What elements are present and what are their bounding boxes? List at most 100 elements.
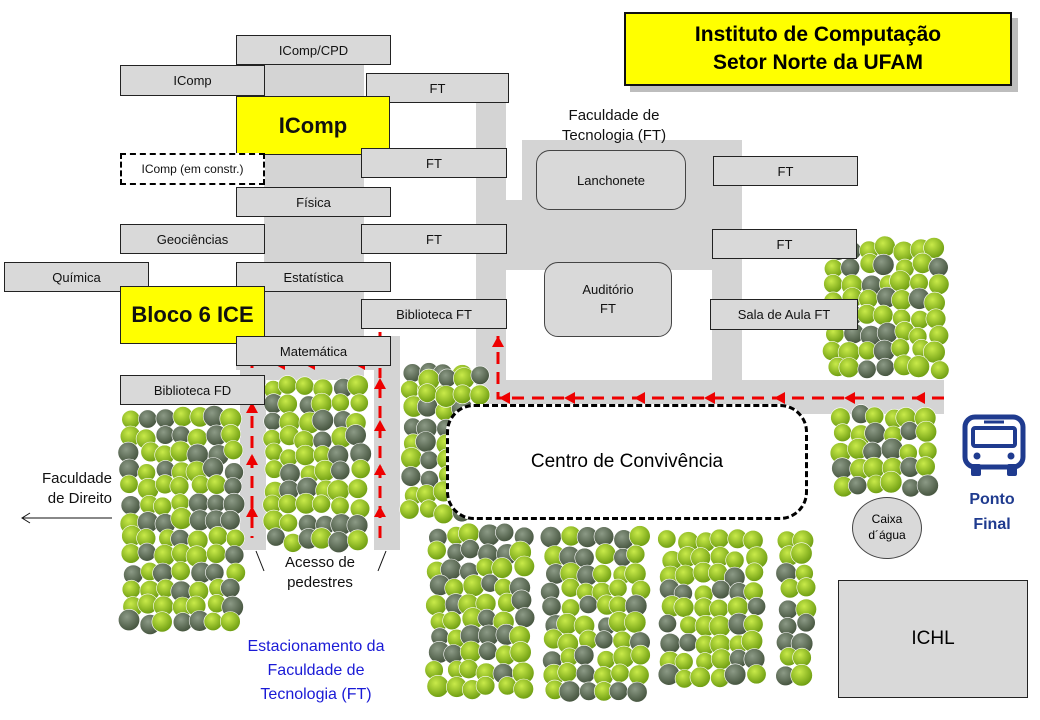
tree [592,564,612,584]
route-arrowhead [246,506,258,517]
building-biblioteca-fd[interactable]: Biblioteca FD [120,375,265,405]
tree [610,663,630,683]
tree [915,456,936,477]
tree [426,674,450,698]
tree [874,235,896,258]
tree [330,496,350,516]
tree [475,675,496,696]
tree [790,542,813,565]
route-arrowhead [246,454,258,465]
centro-de-convivencia[interactable]: Centro de Convivência [446,404,808,520]
building-sala-de-aula-ft[interactable]: Sala de Aula FT [710,299,858,330]
tree [295,376,315,396]
ponto-final-label: Ponto Final [952,488,1032,538]
building-ft-mid[interactable]: FT [361,148,507,178]
tree [208,526,229,547]
tree [578,595,598,614]
tree [497,676,517,696]
tree [848,475,868,495]
tree [630,644,651,666]
title-line-2: Setor Norte da UFAM [712,51,924,74]
tree [203,611,223,631]
caixa-dagua[interactable]: Caixa d´água [852,497,922,559]
tree [608,578,628,598]
tree [220,578,241,599]
building-estatistica[interactable]: Estatística [236,262,391,292]
tree [419,450,439,470]
route-arrowhead [914,392,925,404]
building-ichl[interactable]: ICHL [838,580,1028,698]
tree [510,589,532,611]
tree [399,499,420,520]
tree [558,680,581,703]
faculdade-tecnologia-label: Faculdade de Tecnologia (FT) [540,106,688,145]
tree [347,478,368,499]
tree [266,527,286,547]
tree [879,470,903,494]
building-matematica[interactable]: Matemática [236,336,391,366]
bus-icon[interactable] [960,414,1028,480]
building-geociencias[interactable]: Geociências [120,224,265,254]
tree [626,681,648,703]
building-icomp-small[interactable]: IComp [120,65,265,96]
tree [279,513,298,533]
tree [153,496,173,516]
caixa-line-1: Caixa [871,512,903,527]
building-icomp-construction[interactable]: IComp (em constr.) [120,153,265,185]
ponto-final-line-2: Final [973,515,1011,533]
estac-line-1: Estacionamento da [247,638,385,655]
tree [594,543,617,565]
tree [864,422,887,445]
tree [916,474,939,497]
building-ft-left3[interactable]: FT [361,224,507,254]
tree [470,365,490,385]
tree [725,550,745,570]
tree [417,383,437,403]
tree [557,662,578,683]
tree [346,374,369,397]
tree [118,608,141,631]
building-biblioteca-ft[interactable]: Biblioteca FT [361,299,507,329]
acesso-line-1: Acesso de [284,554,356,571]
tree [138,409,158,429]
tree [928,273,950,295]
tree [206,543,227,564]
building-icomp-cpd[interactable]: IComp/CPD [236,35,391,65]
building-icomp-main[interactable]: IComp [236,96,390,155]
tree [220,510,241,531]
tree [724,663,747,686]
building-quimica[interactable]: Química [4,262,149,292]
route-arrowhead [374,378,386,389]
tree [311,409,334,432]
route-arrowhead [634,392,645,404]
route-arrowhead [774,392,785,404]
building-ft-right1[interactable]: FT [713,156,858,186]
tree [120,495,141,516]
tree [223,440,244,461]
building-bloco6-ice[interactable]: Bloco 6 ICE [120,286,265,344]
tree [626,544,646,564]
tree [875,357,895,377]
building-lanchonete[interactable]: Lanchonete [536,150,686,210]
tree [575,663,596,684]
tree [425,594,447,617]
caixa-line-2: d´água [868,528,906,542]
title-line-1: Instituto de Computação [694,22,942,46]
tree [930,360,950,380]
auditorio-line-2: FT [600,300,616,316]
building-fisica[interactable]: Física [236,187,391,217]
tree [673,596,695,618]
tree [495,522,515,542]
tree [460,539,480,559]
building-ft-right2[interactable]: FT [712,229,857,259]
tree [400,466,422,487]
building-auditorio-ft[interactable]: Auditório FT [544,262,672,337]
faculdade-direito-line-2: de Direito [47,489,112,507]
tree [823,274,843,294]
tree [624,611,647,634]
tree [890,338,910,358]
acesso-line-2: pedestres [287,573,353,591]
tree [678,632,698,652]
tree [746,664,767,685]
tree [220,611,241,632]
